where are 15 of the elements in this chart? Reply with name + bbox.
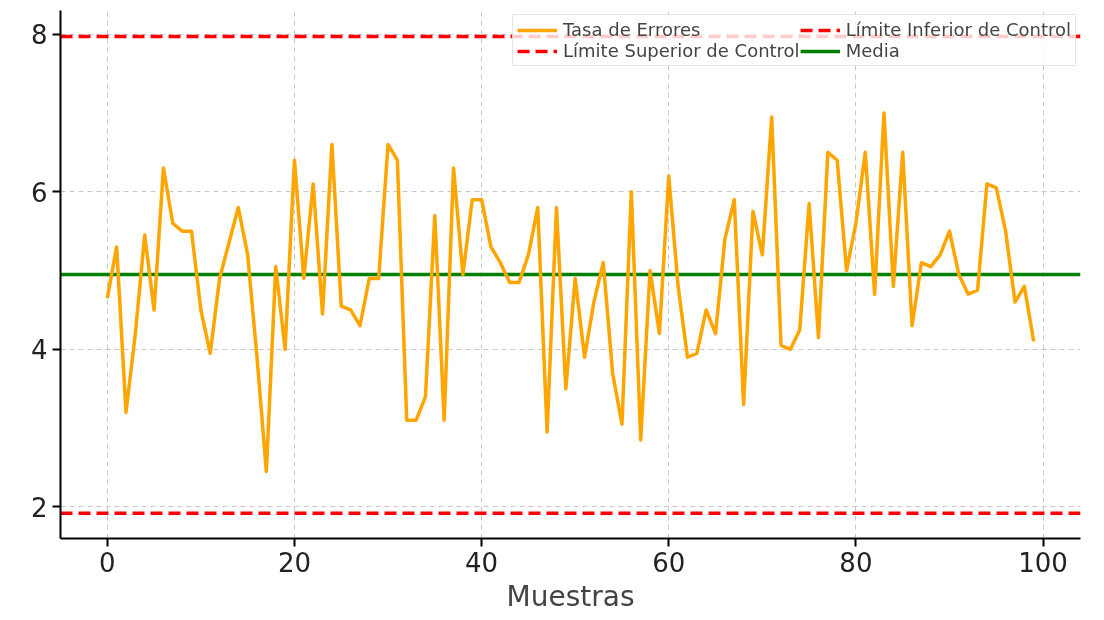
y-tick-label: 4 <box>30 335 48 366</box>
ref-line-label: Límite Superior de Control <box>563 40 800 61</box>
x-tick-label: 0 <box>99 547 116 578</box>
legend-label: Tasa de Errores <box>563 19 701 40</box>
legend-label: Media <box>845 40 900 61</box>
y-tick-label: 2 <box>30 492 48 523</box>
y-tick-label: 8 <box>30 20 48 51</box>
x-tick-label: 60 <box>652 547 686 578</box>
x-tick-label: 100 <box>1018 547 1068 578</box>
x-tick-label: 80 <box>839 547 873 578</box>
x-tick-label: 40 <box>465 547 499 578</box>
x-axis-title: Muestras <box>506 579 635 613</box>
y-tick-label: 6 <box>30 177 48 208</box>
legend-label: Límite Inferior de Control <box>845 19 1071 40</box>
x-tick-label: 20 <box>277 547 311 578</box>
